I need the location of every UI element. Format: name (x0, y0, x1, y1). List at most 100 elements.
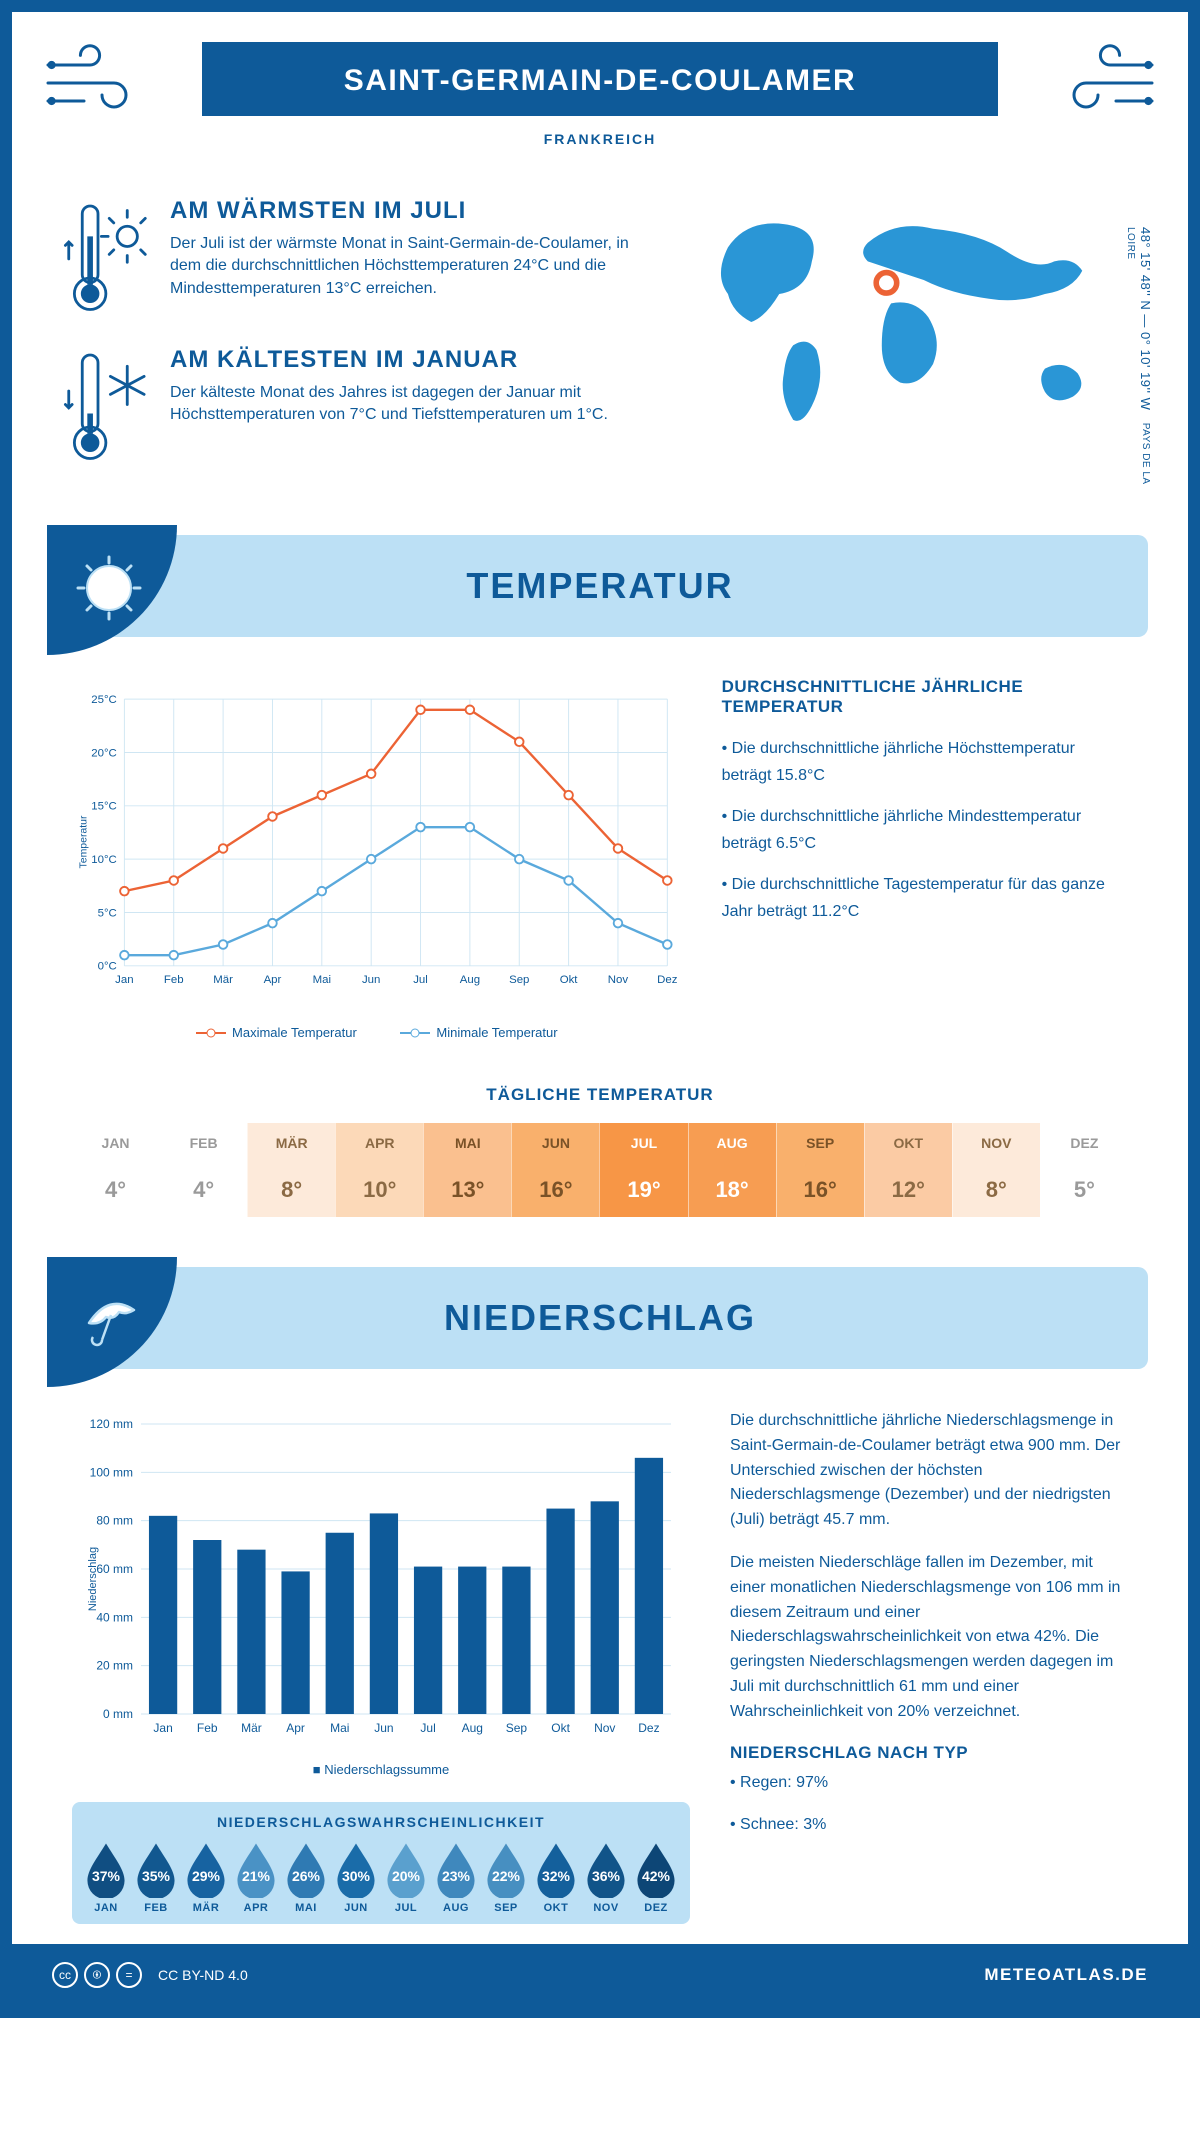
probability-drop: 35%FEB (132, 1840, 180, 1914)
annual-bullet: • Die durchschnittliche jährliche Höchst… (722, 735, 1128, 789)
wind-icon (1038, 32, 1158, 122)
thermometer-cold-icon (62, 346, 152, 470)
svg-text:Dez: Dez (657, 973, 678, 985)
daily-cell: JUN16° (511, 1123, 599, 1217)
svg-text:Feb: Feb (164, 973, 184, 985)
cc-icon: cc (52, 1962, 78, 1988)
warmest-desc: Der Juli ist der wärmste Monat in Saint-… (170, 233, 632, 300)
precipitation-legend: Niederschlagssumme (72, 1762, 690, 1777)
header: SAINT-GERMAIN-DE-COULAMER FRANKREICH (12, 12, 1188, 177)
svg-text:Jan: Jan (153, 1721, 172, 1735)
precip-rain: • Regen: 97% (730, 1771, 1128, 1796)
probability-drop: 37%JAN (82, 1840, 130, 1914)
svg-text:Niederschlag: Niederschlag (87, 1547, 99, 1611)
temperature-legend: Maximale Temperatur Minimale Temperatur (72, 1022, 682, 1041)
probability-drop: 36%NOV (582, 1840, 630, 1914)
coldest-title: AM KÄLTESTEN IM JANUAR (170, 346, 632, 374)
svg-text:80 mm: 80 mm (96, 1514, 133, 1528)
probability-drop: 21%APR (232, 1840, 280, 1914)
daily-cell: JUL19° (599, 1123, 687, 1217)
info-left: AM WÄRMSTEN IM JULI Der Juli ist der wär… (62, 197, 632, 495)
precip-snow: • Schnee: 3% (730, 1813, 1128, 1838)
temperature-content: 0°C5°C10°C15°C20°C25°CJanFebMärAprMaiJun… (12, 637, 1188, 1061)
precip-para: Die durchschnittliche jährliche Niedersc… (730, 1409, 1128, 1533)
svg-text:Jun: Jun (362, 973, 380, 985)
precip-type-heading: NIEDERSCHLAG NACH TYP (730, 1743, 1128, 1763)
coldest-block: AM KÄLTESTEN IM JANUAR Der kälteste Mona… (62, 346, 632, 470)
daily-temp-title: TÄGLICHE TEMPERATUR (12, 1085, 1188, 1105)
page: SAINT-GERMAIN-DE-COULAMER FRANKREICH AM … (0, 0, 1200, 2018)
wind-icon (42, 32, 162, 122)
warmest-text: AM WÄRMSTEN IM JULI Der Juli ist der wär… (170, 197, 632, 321)
probability-drop: 32%OKT (532, 1840, 580, 1914)
annual-bullet: • Die durchschnittliche jährliche Mindes… (722, 803, 1128, 857)
svg-text:15°C: 15°C (91, 800, 117, 812)
svg-text:Mai: Mai (330, 1721, 349, 1735)
warmest-title: AM WÄRMSTEN IM JULI (170, 197, 632, 225)
coldest-text: AM KÄLTESTEN IM JANUAR Der kälteste Mona… (170, 346, 632, 470)
svg-text:0°C: 0°C (98, 960, 117, 972)
svg-text:20 mm: 20 mm (96, 1659, 133, 1673)
temperature-chart-box: 0°C5°C10°C15°C20°C25°CJanFebMärAprMaiJun… (72, 677, 682, 1041)
daily-cell: AUG18° (688, 1123, 776, 1217)
svg-text:Jun: Jun (374, 1721, 393, 1735)
probability-drop: 20%JUL (382, 1840, 430, 1914)
probability-drops: 37%JAN35%FEB29%MÄR21%APR26%MAI30%JUN20%J… (82, 1840, 680, 1914)
svg-text:Aug: Aug (460, 973, 480, 985)
daily-cell: JAN4° (72, 1123, 159, 1217)
precipitation-text: Die durchschnittliche jährliche Niedersc… (730, 1409, 1128, 1924)
daily-cell: FEB4° (159, 1123, 247, 1217)
svg-text:Nov: Nov (608, 973, 629, 985)
svg-text:Mai: Mai (313, 973, 331, 985)
annual-bullet: • Die durchschnittliche Tagestemperatur … (722, 871, 1128, 925)
precip-para: Die meisten Niederschläge fallen im Deze… (730, 1551, 1128, 1725)
precipitation-header: NIEDERSCHLAG (52, 1267, 1148, 1369)
daily-cell: MÄR8° (247, 1123, 335, 1217)
svg-text:60 mm: 60 mm (96, 1562, 133, 1576)
daily-temp-table: JAN4°FEB4°MÄR8°APR10°MAI13°JUN16°JUL19°A… (72, 1123, 1128, 1217)
precipitation-bar-chart: 0 mm20 mm40 mm60 mm80 mm100 mm120 mmJanF… (72, 1409, 690, 1749)
daily-cell: APR10° (335, 1123, 423, 1217)
probability-title: NIEDERSCHLAGSWAHRSCHEINLICHKEIT (82, 1814, 680, 1830)
probability-band: NIEDERSCHLAGSWAHRSCHEINLICHKEIT 37%JAN35… (72, 1802, 690, 1924)
svg-text:Mär: Mär (213, 973, 233, 985)
svg-text:Aug: Aug (462, 1721, 483, 1735)
svg-text:Dez: Dez (638, 1721, 659, 1735)
license-block: cc 🅯 = CC BY-ND 4.0 (52, 1962, 248, 1988)
footer-brand: METEOATLAS.DE (984, 1965, 1148, 1985)
world-map-icon (672, 197, 1138, 447)
footer: cc 🅯 = CC BY-ND 4.0 METEOATLAS.DE (12, 1944, 1188, 2006)
svg-text:Jul: Jul (413, 973, 428, 985)
license-text: CC BY-ND 4.0 (158, 1967, 248, 1983)
svg-text:Apr: Apr (264, 973, 282, 985)
daily-cell: SEP16° (776, 1123, 864, 1217)
probability-drop: 26%MAI (282, 1840, 330, 1914)
nd-icon: = (116, 1962, 142, 1988)
svg-text:120 mm: 120 mm (90, 1417, 133, 1431)
svg-text:Temperatur: Temperatur (78, 815, 89, 868)
thermometer-warm-icon (62, 197, 152, 321)
page-title: SAINT-GERMAIN-DE-COULAMER (212, 64, 988, 98)
temperature-heading: TEMPERATUR (62, 565, 1138, 607)
title-bar: SAINT-GERMAIN-DE-COULAMER (202, 42, 998, 116)
info-right: 48° 15' 48'' N — 0° 10' 19'' W PAYS DE L… (672, 197, 1138, 495)
probability-drop: 42%DEZ (632, 1840, 680, 1914)
daily-cell: MAI13° (423, 1123, 511, 1217)
by-icon: 🅯 (84, 1962, 110, 1988)
precipitation-heading: NIEDERSCHLAG (62, 1297, 1138, 1339)
svg-text:0 mm: 0 mm (103, 1707, 133, 1721)
coldest-desc: Der kälteste Monat des Jahres ist dagege… (170, 382, 632, 427)
svg-text:5°C: 5°C (98, 907, 117, 919)
svg-text:Jan: Jan (115, 973, 133, 985)
precipitation-content: 0 mm20 mm40 mm60 mm80 mm100 mm120 mmJanF… (12, 1369, 1188, 1944)
svg-text:Mär: Mär (241, 1721, 262, 1735)
probability-drop: 22%SEP (482, 1840, 530, 1914)
probability-drop: 30%JUN (332, 1840, 380, 1914)
probability-drop: 29%MÄR (182, 1840, 230, 1914)
svg-text:Sep: Sep (509, 973, 529, 985)
svg-text:Feb: Feb (197, 1721, 218, 1735)
probability-drop: 23%AUG (432, 1840, 480, 1914)
daily-cell: DEZ5° (1040, 1123, 1128, 1217)
svg-text:20°C: 20°C (91, 747, 117, 759)
svg-text:100 mm: 100 mm (90, 1465, 133, 1479)
